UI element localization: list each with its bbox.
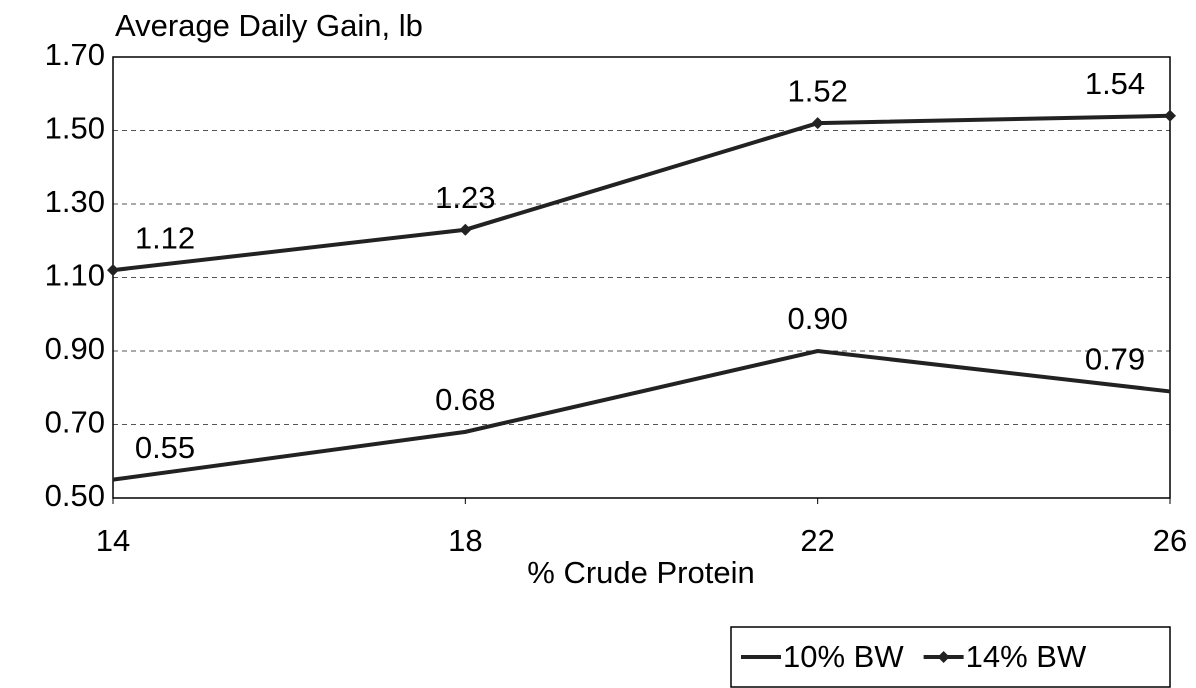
- legend-marker: [937, 651, 950, 663]
- data-label: 1.54: [1085, 66, 1145, 101]
- plot-frame: [112, 56, 1171, 499]
- data-label: 1.23: [435, 180, 495, 215]
- y-tick-label: 0.90: [45, 331, 105, 366]
- point-marker: [1164, 109, 1176, 122]
- data-label: 0.55: [135, 430, 195, 465]
- legend-label: 14% BW: [966, 639, 1087, 674]
- data-label: 1.12: [135, 220, 195, 255]
- legend-label: 10% BW: [783, 639, 904, 674]
- point-marker: [107, 264, 119, 277]
- y-tick-label: 1.50: [45, 111, 105, 146]
- y-tick-label: 1.10: [45, 258, 105, 293]
- y-tick-label: 0.70: [45, 405, 105, 440]
- chart-title: Average Daily Gain, lb: [115, 8, 423, 43]
- x-axis-label: % Crude Protein: [527, 555, 754, 590]
- y-tick-label: 1.30: [45, 184, 105, 219]
- x-tick-label: 18: [448, 523, 482, 558]
- point-marker: [811, 117, 824, 130]
- series-line: [112, 113, 1171, 273]
- y-tick-label: 0.50: [45, 478, 105, 513]
- point-marker: [459, 223, 472, 236]
- x-tick-label: 22: [800, 523, 834, 558]
- data-label: 0.90: [787, 301, 847, 336]
- series-line: [112, 348, 1171, 482]
- data-label: 1.52: [787, 73, 847, 108]
- y-tick-label: 1.70: [45, 37, 105, 72]
- x-tick-label: 14: [96, 523, 130, 558]
- data-label: 0.68: [435, 382, 495, 417]
- x-tick-label: 26: [1153, 523, 1187, 558]
- data-label: 0.79: [1085, 342, 1145, 377]
